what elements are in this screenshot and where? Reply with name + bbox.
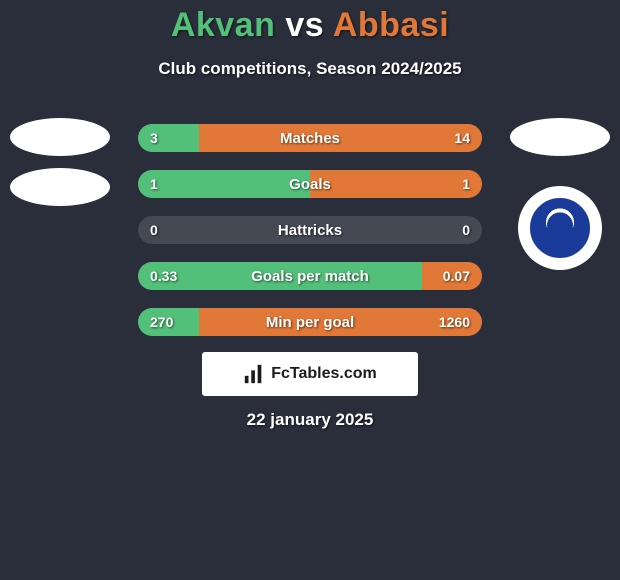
date-stamp: 22 january 2025 xyxy=(247,410,374,430)
stat-label: Matches xyxy=(280,130,340,147)
bar-chart-icon xyxy=(243,363,265,385)
stat-value-right: 0 xyxy=(462,222,470,238)
title-vs: vs xyxy=(275,6,332,44)
stat-bar-fill-right xyxy=(199,124,482,152)
player-a-avatar-1 xyxy=(10,118,110,156)
branding-link[interactable]: FcTables.com xyxy=(202,352,418,396)
stat-value-right: 1 xyxy=(462,176,470,192)
stat-bar: Matches 3 14 xyxy=(138,124,482,152)
player-a-name: Akvan xyxy=(171,6,276,44)
player-b-club-badge xyxy=(518,186,602,270)
stat-bar-fill-left xyxy=(138,124,199,152)
stat-value-right: 0.07 xyxy=(443,268,470,284)
stat-bar-fill-right xyxy=(310,170,482,198)
stat-bar: Goals 1 1 xyxy=(138,170,482,198)
comparison-title: Akvan vs Abbasi xyxy=(0,0,620,45)
stat-value-right: 1260 xyxy=(439,314,470,330)
stat-value-right: 14 xyxy=(454,130,470,146)
subtitle: Club competitions, Season 2024/2025 xyxy=(0,59,620,79)
stat-bar: Goals per match 0.33 0.07 xyxy=(138,262,482,290)
page-root: Akvan vs Abbasi Club competitions, Seaso… xyxy=(0,0,620,580)
stat-label: Goals xyxy=(289,176,331,193)
player-a-avatar-2 xyxy=(10,168,110,206)
stat-bar: Hattricks 0 0 xyxy=(138,216,482,244)
player-a-avatars xyxy=(10,118,110,206)
stat-value-left: 0.33 xyxy=(150,268,177,284)
stat-bars: Matches 3 14 Goals 1 1 Hattricks 0 0 Goals per ma… xyxy=(138,124,482,336)
stat-label: Goals per match xyxy=(251,268,369,285)
stat-value-left: 3 xyxy=(150,130,158,146)
stat-label: Hattricks xyxy=(278,222,342,239)
stat-value-left: 1 xyxy=(150,176,158,192)
stat-bar-fill-left xyxy=(138,170,310,198)
stat-value-left: 270 xyxy=(150,314,173,330)
stat-bar: Min per goal 270 1260 xyxy=(138,308,482,336)
player-b-avatar-1 xyxy=(510,118,610,156)
player-b-name: Abbasi xyxy=(333,6,449,44)
branding-text: FcTables.com xyxy=(271,365,377,383)
stat-label: Min per goal xyxy=(266,314,354,331)
stat-value-left: 0 xyxy=(150,222,158,238)
player-b-avatars xyxy=(510,118,610,270)
club-badge-icon xyxy=(530,198,590,258)
